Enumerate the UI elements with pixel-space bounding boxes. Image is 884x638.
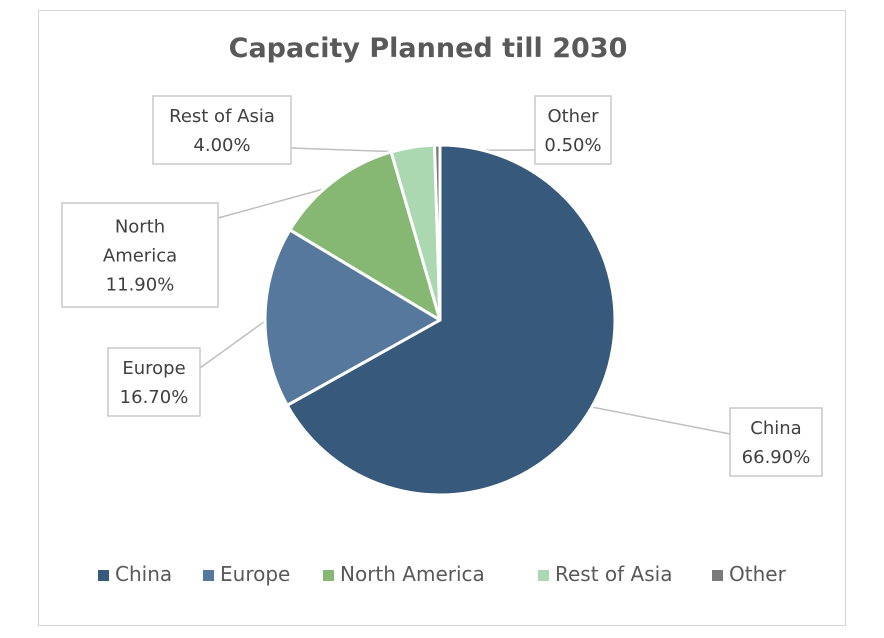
data-label-north-america: North America 11.90% — [61, 202, 219, 308]
legend-swatch — [323, 570, 334, 581]
label-category: America — [103, 246, 177, 267]
label-category: Europe — [122, 358, 185, 379]
connector-china — [586, 405, 731, 435]
label-category: North — [115, 217, 165, 238]
label-value: 4.00% — [193, 135, 250, 156]
label-value: 11.90% — [106, 275, 175, 296]
label-value: 0.50% — [544, 135, 601, 156]
connector-europe — [199, 316, 271, 369]
label-value: 66.90% — [742, 447, 811, 468]
legend-item-rest-of-asia: Rest of Asia — [538, 562, 672, 586]
label-box — [107, 347, 201, 417]
legend-label: Europe — [220, 562, 290, 586]
label-box — [729, 407, 823, 477]
label-category: Rest of Asia — [169, 106, 275, 127]
legend-label: China — [115, 562, 172, 586]
label-box — [152, 95, 292, 165]
legend-swatch — [538, 570, 549, 581]
legend-item-north-america: North America — [323, 562, 485, 586]
data-label-europe: Europe 16.70% — [107, 347, 201, 417]
pie-slices — [263, 143, 617, 497]
slice-other — [433, 143, 442, 322]
legend-label: Rest of Asia — [555, 562, 672, 586]
label-box — [61, 202, 219, 308]
label-value: 16.70% — [120, 387, 189, 408]
data-label-rest-of-asia: Rest of Asia 4.00% — [152, 95, 292, 165]
legend-swatch — [712, 570, 723, 581]
legend-label: Other — [729, 562, 787, 586]
label-category: Other — [547, 106, 599, 127]
legend-label: North America — [340, 562, 485, 586]
legend-item-other: Other — [712, 562, 787, 586]
data-labels: China 66.90% Europe 16.70% North America 11.90… — [61, 95, 823, 477]
legend-item-china: China — [98, 562, 172, 586]
slice-china — [285, 143, 617, 497]
connector-north-america — [217, 184, 337, 219]
slice-europe — [263, 228, 442, 407]
label-box — [534, 95, 612, 165]
chart-title: Capacity Planned till 2030 — [229, 33, 628, 64]
label-category: China — [750, 418, 801, 439]
legend: China Europe North America Rest of Asia Othe… — [98, 562, 787, 586]
data-label-china: China 66.90% — [729, 407, 823, 477]
legend-item-europe: Europe — [203, 562, 290, 586]
legend-swatch — [203, 570, 214, 581]
legend-swatch — [98, 570, 109, 581]
data-label-other: Other 0.50% — [534, 95, 612, 165]
